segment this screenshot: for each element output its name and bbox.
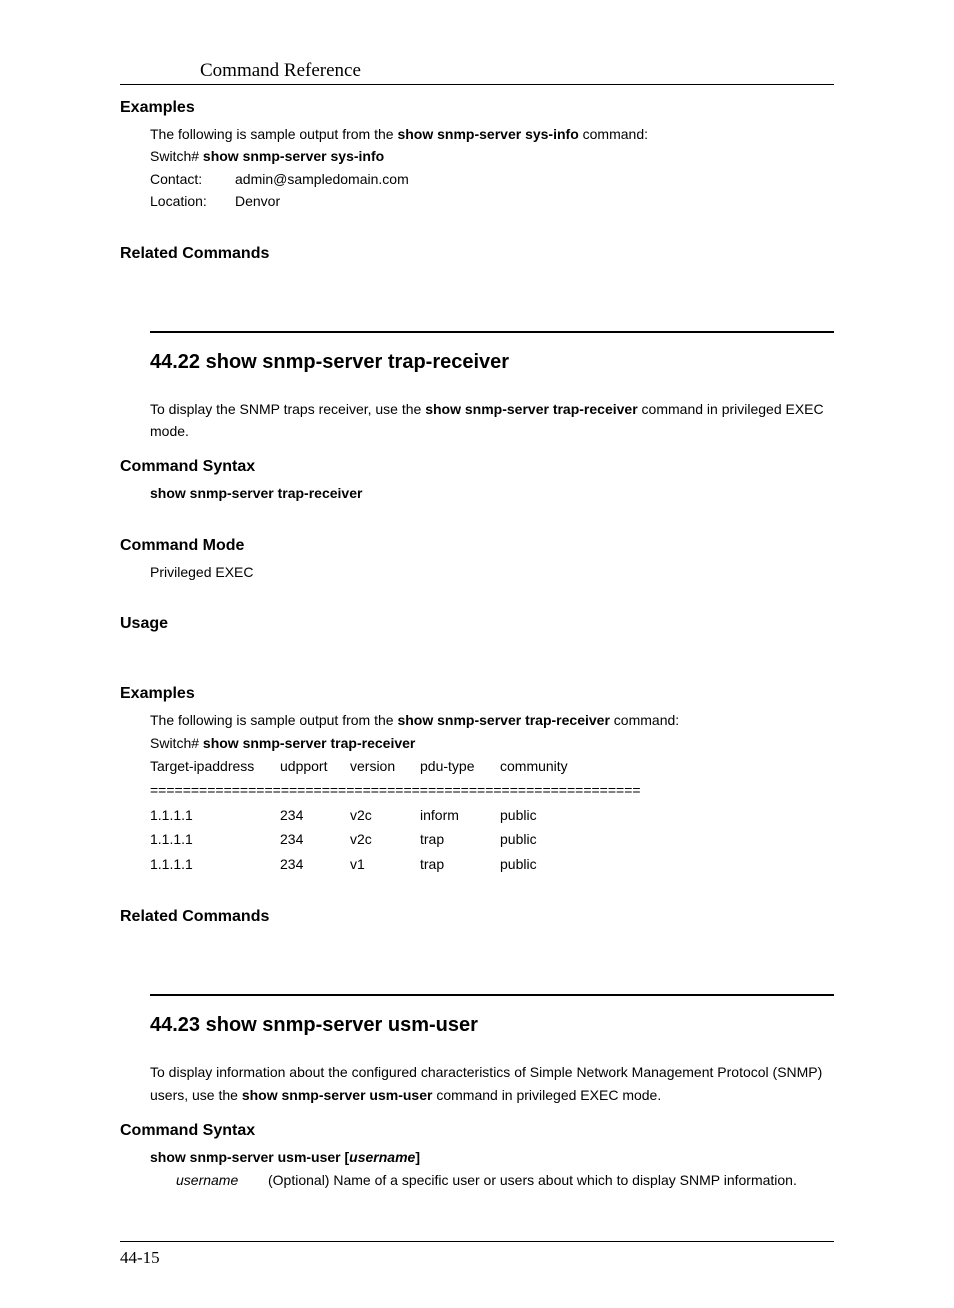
footer: 44-15 <box>120 1241 834 1268</box>
examples-heading: Examples <box>120 685 834 703</box>
example-intro: The following is sample output from the … <box>150 709 834 731</box>
column-header: Target-ipaddress <box>150 754 280 779</box>
command-name: show snmp-server sys-info <box>397 126 578 142</box>
table-row: 1.1.1.1 234 v2c inform public <box>150 803 834 828</box>
section-description: To display the SNMP traps receiver, use … <box>150 398 834 443</box>
command-name: show snmp-server trap-receiver <box>425 401 637 417</box>
page: Command Reference Examples The following… <box>0 0 954 1308</box>
output-table: Target-ipaddress udpport version pdu-typ… <box>150 754 834 877</box>
cell: 234 <box>280 852 350 877</box>
parameter-name: username <box>176 1169 268 1191</box>
text: command: <box>610 712 679 728</box>
prompt: Switch# <box>150 735 203 751</box>
cell: public <box>500 827 600 852</box>
text: command in privileged EXEC mode. <box>432 1087 661 1103</box>
column-header: pdu-type <box>420 754 500 779</box>
cell: 1.1.1.1 <box>150 803 280 828</box>
header-rule: Command Reference <box>120 60 834 85</box>
command-name: show snmp-server usm-user <box>242 1087 433 1103</box>
output-row: Location: Denvor <box>150 190 834 212</box>
usage-heading: Usage <box>120 615 834 633</box>
examples-heading: Examples <box>120 99 834 117</box>
command-mode-heading: Command Mode <box>120 537 834 555</box>
command-mode-value: Privileged EXEC <box>150 561 834 583</box>
text: The following is sample output from the <box>150 712 397 728</box>
section-rule <box>150 994 834 996</box>
syntax-text: ] <box>415 1149 420 1165</box>
cell: public <box>500 803 600 828</box>
cell: trap <box>420 852 500 877</box>
header-title: Command Reference <box>200 60 834 82</box>
related-commands-heading: Related Commands <box>120 245 834 263</box>
section-title: 44.22 show snmp-server trap-receiver <box>150 351 834 374</box>
cell: inform <box>420 803 500 828</box>
syntax-line: show snmp-server trap-receiver <box>150 482 834 504</box>
page-number: 44-15 <box>120 1248 160 1267</box>
command: show snmp-server sys-info <box>203 148 384 164</box>
column-header: version <box>350 754 420 779</box>
value: Denvor <box>235 190 280 212</box>
label: Contact: <box>150 168 235 190</box>
section-description: To display information about the configu… <box>150 1061 834 1106</box>
table-divider: ========================================… <box>150 778 834 803</box>
table-header-row: Target-ipaddress udpport version pdu-typ… <box>150 754 834 779</box>
cell: 234 <box>280 803 350 828</box>
syntax-param: username <box>349 1149 415 1165</box>
syntax-text: show snmp-server usm-user [ <box>150 1149 349 1165</box>
example-prompt: Switch# show snmp-server trap-receiver <box>150 732 834 754</box>
command-syntax-heading: Command Syntax <box>120 458 834 476</box>
cell: 1.1.1.1 <box>150 827 280 852</box>
cell: v2c <box>350 827 420 852</box>
cell: public <box>500 852 600 877</box>
cell: v2c <box>350 803 420 828</box>
command-name: show snmp-server trap-receiver <box>397 712 609 728</box>
cell: 234 <box>280 827 350 852</box>
label: Location: <box>150 190 235 212</box>
text: To display the SNMP traps receiver, use … <box>150 401 425 417</box>
parameter-description: (Optional) Name of a specific user or us… <box>268 1169 834 1191</box>
parameter-row: username (Optional) Name of a specific u… <box>176 1169 834 1191</box>
related-commands-heading: Related Commands <box>120 908 834 926</box>
section-rule <box>150 331 834 333</box>
prompt: Switch# <box>150 148 203 164</box>
value: admin@sampledomain.com <box>235 168 409 190</box>
cell: trap <box>420 827 500 852</box>
table-row: 1.1.1.1 234 v2c trap public <box>150 827 834 852</box>
command-syntax-heading: Command Syntax <box>120 1122 834 1140</box>
output-row: Contact: admin@sampledomain.com <box>150 168 834 190</box>
column-header: community <box>500 754 600 779</box>
text: The following is sample output from the <box>150 126 397 142</box>
example-prompt: Switch# show snmp-server sys-info <box>150 145 834 167</box>
syntax-line: show snmp-server usm-user [username] <box>150 1146 834 1168</box>
command: show snmp-server trap-receiver <box>203 735 415 751</box>
section-title: 44.23 show snmp-server usm-user <box>150 1014 834 1037</box>
example-intro: The following is sample output from the … <box>150 123 834 145</box>
column-header: udpport <box>280 754 350 779</box>
text: command: <box>579 126 648 142</box>
table-row: 1.1.1.1 234 v1 trap public <box>150 852 834 877</box>
cell: v1 <box>350 852 420 877</box>
cell: 1.1.1.1 <box>150 852 280 877</box>
